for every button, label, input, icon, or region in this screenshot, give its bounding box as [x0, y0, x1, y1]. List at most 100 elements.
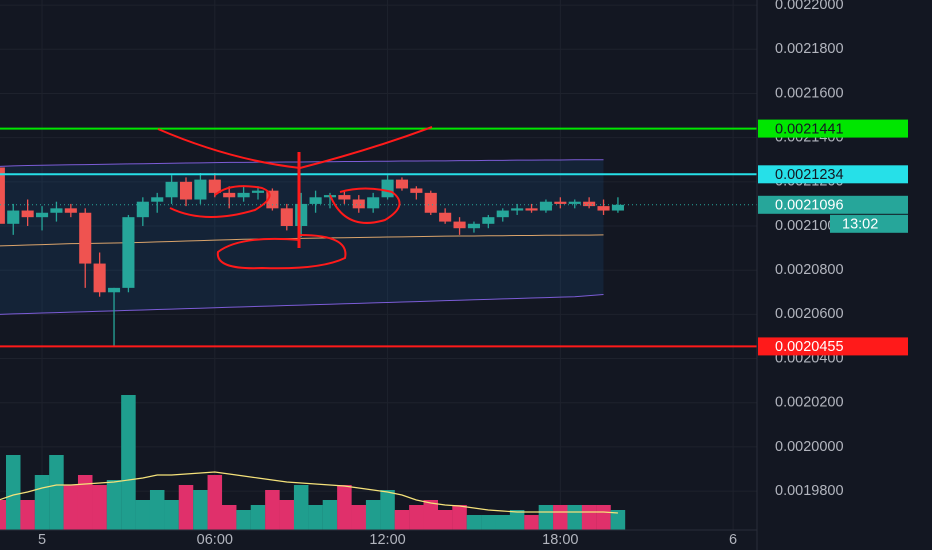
candle-body [395, 179, 409, 189]
x-tick-label: 06:00 [197, 532, 233, 548]
volume-bar [437, 510, 453, 530]
volume-bar [466, 515, 482, 530]
candle-body [237, 192, 250, 198]
candle-body [453, 221, 466, 229]
candle-body [424, 192, 437, 213]
volume-bar [481, 515, 496, 530]
drawing-swirl [329, 187, 401, 224]
candle-body [21, 210, 34, 218]
y-tick-label: 0.0020200 [775, 395, 844, 411]
candle-body [309, 197, 322, 204]
candle-body [194, 179, 207, 200]
candle-body [410, 188, 423, 193]
y-tick-label: 0.0021800 [775, 41, 844, 57]
x-tick-label: 12:00 [369, 532, 405, 548]
level-label-box [758, 165, 908, 184]
volume-bar [121, 395, 136, 530]
volume-bar [20, 500, 35, 530]
candle-body [352, 199, 365, 209]
volume-bar [596, 505, 611, 530]
candle-body [136, 201, 149, 218]
volume-bar [164, 500, 179, 530]
x-tick-label: 6 [729, 532, 737, 548]
candle-body [122, 217, 135, 288]
candle-body [381, 179, 394, 198]
candle-body [467, 223, 480, 229]
candle-body [367, 197, 380, 209]
volume-ma [0, 471, 618, 514]
drawing-swirl [169, 185, 271, 218]
volume-bar [236, 510, 251, 530]
candle-body [35, 212, 49, 218]
candle-body [611, 204, 624, 211]
candle-body [107, 287, 121, 293]
volume-bar [452, 505, 467, 530]
level-label: 0.0021441 [775, 121, 844, 137]
band-line [0, 159, 604, 167]
volume-bar [409, 505, 424, 530]
candle-body [223, 192, 236, 198]
candle-body [50, 208, 63, 213]
band-line [0, 234, 604, 247]
volume-bar [92, 485, 107, 530]
candle-body [93, 263, 106, 293]
volume-bar [337, 485, 352, 530]
candle-body [79, 212, 92, 264]
candle-body [539, 201, 552, 211]
volume-bar [308, 505, 323, 530]
y-tick-label: 0.0020800 [775, 262, 844, 278]
countdown-label: 13:02 [842, 217, 878, 233]
volume-bar [394, 510, 410, 530]
candle-body [280, 208, 293, 227]
level-label-box [758, 337, 908, 356]
volume-bar [380, 490, 395, 530]
last-price-box [758, 195, 908, 214]
y-tick-label: 0.0019800 [775, 483, 844, 499]
volume-bar [149, 490, 165, 530]
y-tick-label: 0.0022000 [775, 0, 844, 13]
candle-body [439, 212, 452, 222]
x-tick-label: 18:00 [542, 532, 578, 548]
level-label: 0.0021234 [775, 167, 844, 183]
volume-bar [567, 505, 582, 530]
volume-bar [538, 505, 554, 530]
band-line [0, 293, 604, 315]
candle-body [597, 206, 610, 211]
candle-body [338, 195, 351, 200]
x-tick-label: 5 [38, 532, 46, 548]
candle-body [179, 181, 193, 200]
volume-bar [509, 510, 525, 530]
plot: 0.00198000.00200000.00202000.00204000.00… [0, 0, 908, 548]
level-label: 0.0020455 [775, 339, 844, 355]
volume-bar [49, 455, 64, 530]
candle-body [482, 217, 495, 224]
volume-bar [495, 515, 511, 530]
volume-bar [135, 500, 151, 530]
last-price-label: 0.0021096 [775, 198, 844, 214]
candle-body [568, 201, 581, 204]
volume-bar [221, 505, 237, 530]
volume-bar [77, 475, 93, 530]
candle-body [583, 201, 596, 207]
volume-bar [365, 500, 381, 530]
annotations [157, 126, 433, 270]
countdown-box [830, 214, 908, 233]
drawing-swirl [216, 234, 347, 270]
volume-bar [610, 510, 626, 530]
volume-bar [106, 480, 122, 530]
candle-body [251, 190, 265, 193]
candle-body [0, 167, 5, 224]
volume-bar [351, 505, 367, 530]
candle-body [554, 201, 567, 204]
volume-bar [279, 500, 295, 530]
volume-bar [178, 485, 194, 530]
y-tick-label: 0.0021600 [775, 85, 844, 101]
volume-bar [250, 505, 266, 530]
volume-bar [524, 515, 539, 530]
level-label-box [758, 119, 908, 138]
candle-body [295, 203, 308, 227]
volume-bar [63, 485, 79, 530]
candle-body [165, 181, 178, 198]
